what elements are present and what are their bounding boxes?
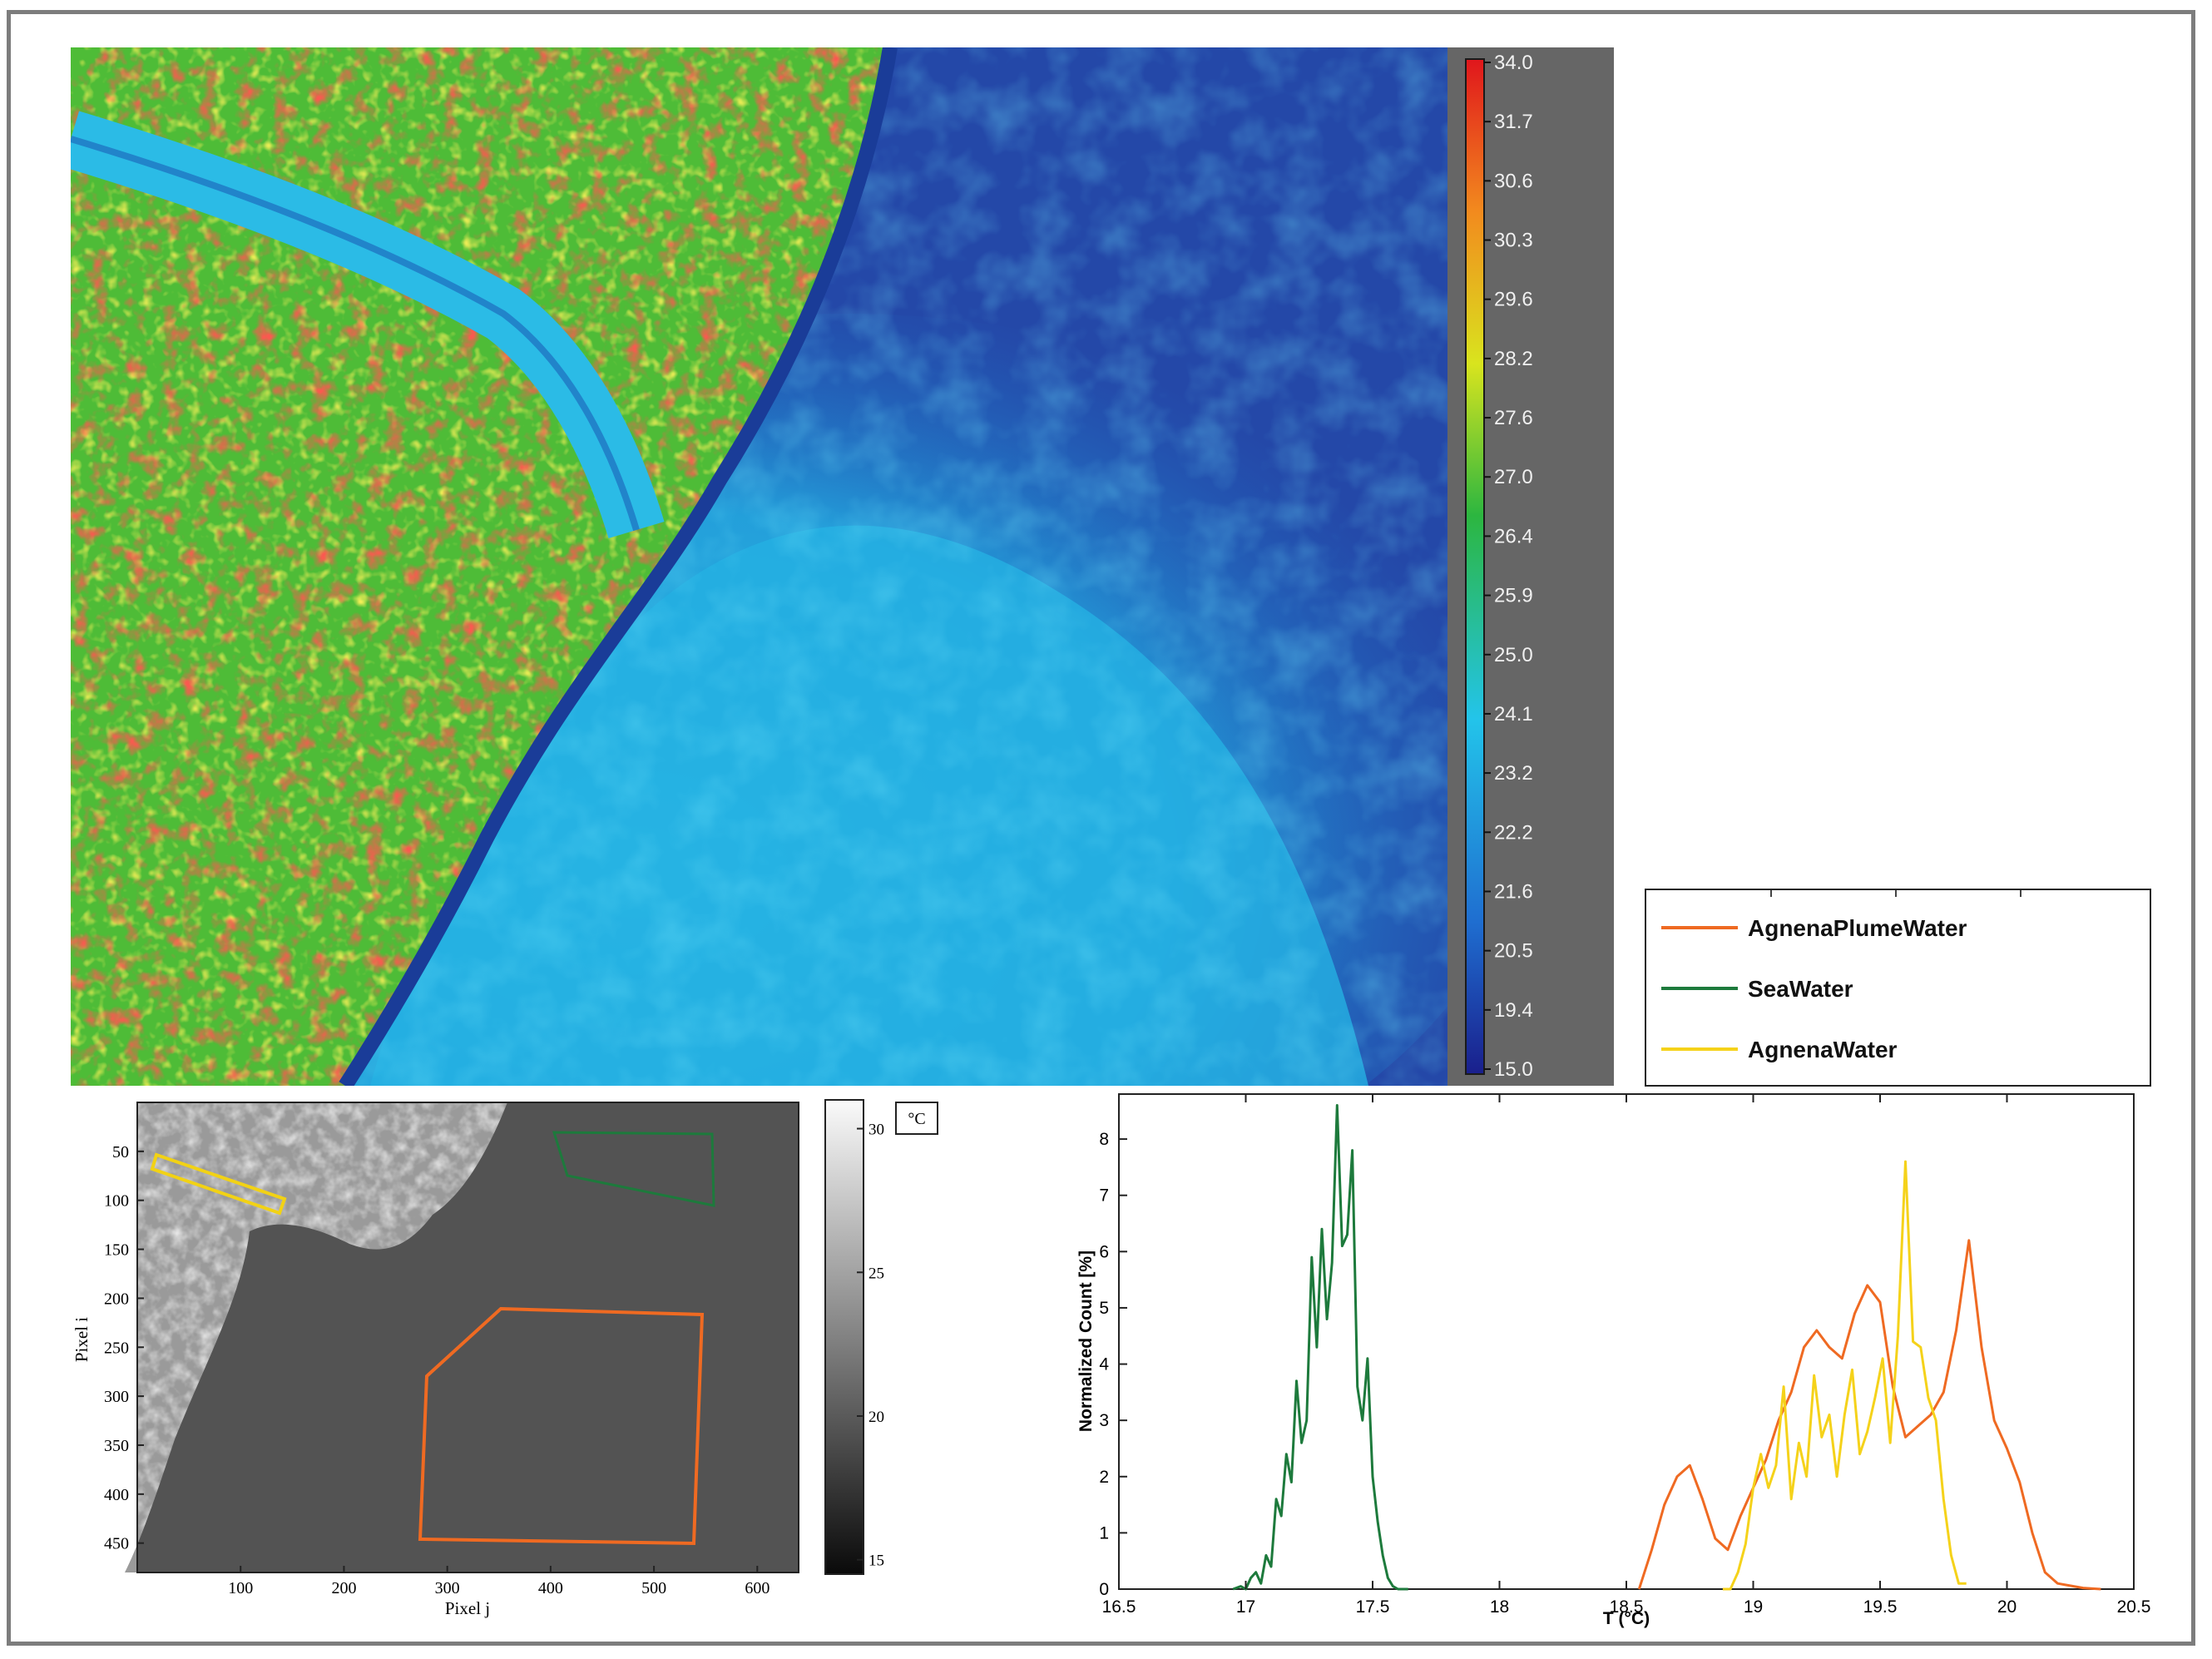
legend-label: AgnenaPlumeWater (1748, 915, 1967, 941)
map-xtick-label: 500 (641, 1579, 666, 1597)
map-xtick-label: 100 (228, 1579, 253, 1597)
colorbar-tick-label: 15.0 (1494, 1058, 1533, 1081)
map-ytick-label: 450 (104, 1535, 129, 1553)
thermal-colorbar: 34.0 31.7 30.6 30.3 29.6 28.2 27.6 27.0 26.4 25.9… (1447, 47, 1614, 1086)
colorbar-gradient (1465, 58, 1485, 1075)
map-xtick-label: 400 (538, 1579, 563, 1597)
map-xtick-label: 200 (331, 1579, 356, 1597)
map-ylabel: Pixel i (72, 1317, 92, 1362)
legend-label: AgnenaWater (1748, 1037, 1898, 1062)
map-ytick-label: 300 (104, 1388, 129, 1406)
x-tick-label: 20.5 (2117, 1597, 2151, 1617)
series-line-seawater (1232, 1104, 1408, 1591)
colorbar-tick-label: 27.6 (1494, 407, 1533, 429)
colorbar-tick-label: 23.2 (1494, 762, 1533, 785)
agnena-water-roi (150, 1152, 287, 1216)
plot-area (1118, 1093, 2135, 1590)
map-ytick-label: 50 (112, 1143, 129, 1161)
grayscale-map-panel: 100 200 300 400 500 600 50 100 150 200 250 300 350 4… (72, 1099, 938, 1618)
colorbar-tick-label: 22.2 (1494, 821, 1533, 844)
x-tick-label: 17 (1236, 1597, 1255, 1617)
legend: AgnenaPlumeWater SeaWater AgnenaWater (1645, 889, 2151, 1087)
colorbar-tick-label: 19.4 (1494, 999, 1533, 1022)
colorbar-unit-box (895, 1102, 938, 1135)
x-tick-label: 18.5 (1610, 1597, 1644, 1617)
colorbar-tick-label: 26.4 (1494, 525, 1533, 547)
x-tick-label: 19 (1744, 1597, 1763, 1617)
x-tick-label: 20 (1997, 1597, 2017, 1617)
y-tick-label: 8 (1099, 1130, 1109, 1149)
colorbar-tick-label: 31.7 (1494, 111, 1533, 133)
y-tick-label: 0 (1099, 1580, 1109, 1599)
y-tick-label: 7 (1099, 1186, 1109, 1206)
histogram-chart: 16.5 17 17.5 18 18.5 19 19.5 20 20.5 0 1 2 3 4 5 6 7 8 T… (1076, 1093, 2151, 1628)
colorbar-tick-label: 28.2 (1494, 348, 1533, 370)
map-xtick-label: 300 (435, 1579, 460, 1597)
thermal-image (71, 47, 1614, 1086)
x-tick-label: 16.5 (1102, 1597, 1136, 1617)
map-xlabel: Pixel j (445, 1598, 490, 1618)
colorbar-tick-label: 25.9 (1494, 585, 1533, 607)
colorbar-tick-label: 20.5 (1494, 940, 1533, 963)
x-tick-label: 18 (1490, 1597, 1509, 1617)
map-ytick-label: 350 (104, 1437, 129, 1455)
map-ytick-label: 250 (104, 1339, 129, 1357)
map-ytick-label: 100 (104, 1192, 129, 1211)
colorbar-tick-label: 29.6 (1494, 289, 1533, 311)
y-tick-label: 4 (1099, 1355, 1109, 1374)
gray-colorbar-tick-label: 30 (868, 1122, 884, 1139)
map-axes-box (136, 1102, 799, 1573)
map-ytick-label: 150 (104, 1241, 129, 1260)
y-tick-label: 6 (1099, 1242, 1109, 1261)
colorbar-tick-label: 27.0 (1494, 466, 1533, 488)
series-line-agnenaplumewater (1637, 1239, 2101, 1591)
gray-colorbar-tick-label: 20 (868, 1409, 884, 1426)
map-ytick-label: 200 (104, 1290, 129, 1308)
colorbar-tick-label: 34.0 (1494, 52, 1533, 74)
y-tick-label: 3 (1099, 1411, 1109, 1430)
gray-colorbar-tick-label: 25 (868, 1265, 884, 1282)
y-axis-label: Normalized Count [%] (1076, 1250, 1096, 1432)
series-line-agnenawater (1722, 1160, 1967, 1591)
gray-colorbar-tick-label: 15 (868, 1553, 884, 1570)
colorbar-tick-label: 25.0 (1494, 644, 1533, 666)
x-axis-label: T (°C) (1603, 1609, 1650, 1628)
y-tick-label: 1 (1099, 1523, 1109, 1543)
map-ytick-label: 400 (104, 1486, 129, 1504)
legend-label: SeaWater (1748, 976, 1853, 1002)
agnena-plume-roi (418, 1306, 705, 1546)
map-xtick-label: 600 (745, 1579, 769, 1597)
x-tick-label: 17.5 (1356, 1597, 1390, 1617)
y-tick-label: 2 (1099, 1468, 1109, 1487)
colorbar-tick-label: 24.1 (1494, 703, 1533, 726)
x-tick-label: 19.5 (1863, 1597, 1898, 1617)
colorbar-tick-label: 30.3 (1494, 230, 1533, 252)
gray-colorbar (824, 1099, 864, 1575)
colorbar-tick-label: 21.6 (1494, 880, 1533, 903)
y-tick-label: 5 (1099, 1299, 1109, 1318)
sea-water-roi (552, 1131, 715, 1207)
colorbar-unit: °C (908, 1110, 925, 1128)
colorbar-tick-label: 30.6 (1494, 170, 1533, 192)
